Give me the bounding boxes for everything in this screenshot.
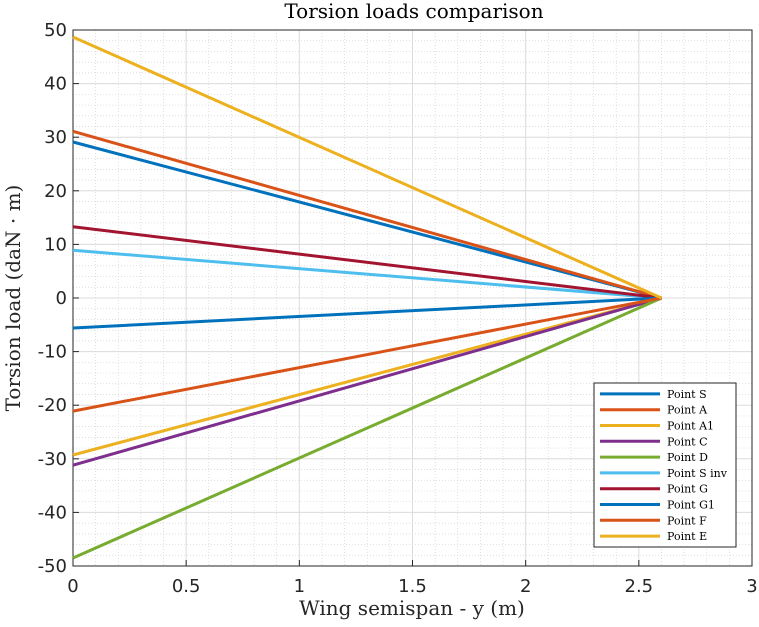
series-line [72,35,663,300]
series-line [72,296,662,330]
y-tick-label: 40 [44,74,67,95]
x-tick-label: 3 [746,576,757,597]
legend-label: Point D [667,451,708,464]
series-line [72,296,662,413]
x-tick-label: 0.5 [172,576,201,597]
series-line [72,296,662,457]
y-tick-label: 10 [44,234,67,255]
legend-label: Point G1 [667,499,715,512]
legend: Point S Point A Point A1 Point C Point D Poin… [593,382,737,548]
y-tick-label: 50 [44,20,67,41]
legend-label: Point S [667,388,707,401]
y-tick-label: 20 [44,181,67,202]
series-line [72,296,662,467]
x-tick-label: 2 [520,576,531,597]
x-axis-ticks: 0 0.5 1 1.5 2 2.5 3 [67,560,758,597]
y-tick-label: -30 [38,449,67,470]
series-line [72,296,663,560]
y-tick-label: -40 [38,502,67,523]
legend-label: Point A [667,404,708,417]
x-tick-label: 1.5 [398,576,427,597]
chart-title: Torsion loads comparison [284,0,543,23]
y-axis-ticks: 50 40 30 20 10 0 -10 -20 -30 -40 -50 [38,20,79,577]
legend-label: Point C [667,435,708,448]
legend-label: Point E [667,530,707,543]
legend-box [593,382,737,548]
y-axis-label: Torsion load (daN · m) [1,185,25,412]
legend-label: Point A1 [667,420,714,433]
y-tick-label: -20 [38,395,67,416]
x-tick-label: 1 [294,576,305,597]
y-tick-label: -50 [38,556,67,577]
y-tick-label: -10 [38,342,67,363]
x-axis-label: Wing semispan - y (m) [299,596,525,620]
legend-label: Point S inv [667,467,728,480]
legend-label: Point F [667,514,707,527]
x-tick-label: 0 [67,576,78,597]
series-lines [72,35,663,560]
y-tick-label: 0 [56,288,67,309]
series-line [72,140,662,300]
legend-label: Point G [667,483,708,496]
series-line [72,248,662,300]
y-tick-label: 30 [44,127,67,148]
x-tick-label: 2.5 [625,576,654,597]
series-line [72,225,662,300]
series-line [72,129,662,300]
